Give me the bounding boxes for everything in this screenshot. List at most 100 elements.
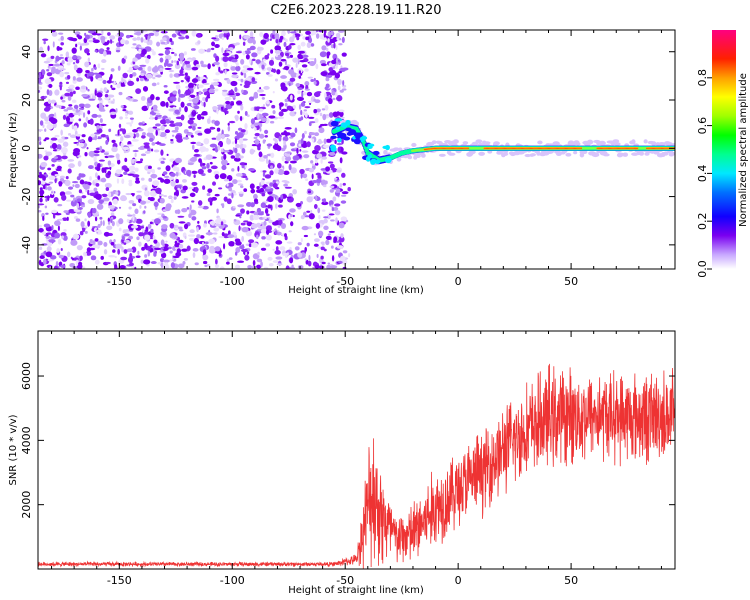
noise-dot [214, 88, 219, 92]
noise-dot [275, 38, 279, 44]
noise-dot [60, 54, 63, 57]
noise-dot [317, 207, 321, 214]
noise-dot [274, 32, 280, 40]
noise-dot [140, 95, 146, 102]
noise-dot [296, 36, 300, 41]
noise-dot [222, 52, 230, 57]
noise-dot [84, 151, 88, 157]
noise-dot [294, 246, 300, 251]
noise-dot [86, 146, 89, 150]
noise-dot [149, 221, 153, 225]
onset-blob [330, 144, 337, 150]
noise-dot [103, 231, 110, 237]
noise-dot [138, 232, 144, 237]
noise-dot [249, 214, 255, 221]
noise-dot [103, 152, 109, 156]
noise-dot [296, 96, 305, 101]
noise-dot [136, 190, 142, 193]
noise-dot [341, 194, 347, 197]
noise-dot [175, 184, 182, 188]
noise-dot [102, 50, 107, 57]
noise-dot [254, 116, 257, 120]
noise-dot [163, 90, 169, 94]
noise-dot [225, 100, 231, 105]
noise-dot [71, 257, 74, 261]
noise-dot [81, 195, 87, 199]
noise-dot [214, 43, 220, 49]
noise-dot [55, 261, 59, 267]
noise-dot [332, 207, 339, 211]
noise-dot [341, 172, 346, 178]
noise-dot [158, 53, 164, 56]
noise-dot [289, 111, 296, 117]
noise-dot [82, 227, 86, 233]
noise-dot [158, 143, 166, 147]
noise-dot [155, 187, 162, 194]
noise-dot [203, 223, 207, 228]
noise-dot [216, 104, 224, 107]
noise-dot [76, 245, 83, 251]
noise-dot [231, 72, 238, 75]
noise-dot [39, 246, 43, 251]
noise-dot [316, 253, 319, 258]
noise-dot [329, 151, 336, 156]
noise-dot [261, 96, 265, 100]
noise-dot [234, 131, 239, 135]
noise-dot [214, 173, 220, 180]
noise-dot [176, 167, 180, 173]
noise-dot [297, 242, 302, 246]
noise-dot [291, 264, 294, 268]
noise-dot [335, 188, 341, 192]
noise-dot [65, 191, 72, 195]
noise-dot [66, 251, 71, 258]
noise-dot [65, 81, 70, 84]
noise-dot [201, 166, 207, 170]
noise-dot [209, 143, 217, 148]
noise-dot [280, 75, 288, 79]
noise-dot [307, 100, 313, 104]
noise-dot [138, 48, 142, 53]
noise-dot [108, 255, 116, 258]
noise-dot [173, 196, 177, 200]
noise-dot [299, 168, 305, 175]
noise-dot [184, 72, 188, 76]
noise-dot [318, 230, 324, 237]
noise-dot [141, 134, 146, 139]
noise-dot [260, 39, 267, 45]
snr-y-axis-label: SNR (10 * v/v) [8, 414, 19, 485]
noise-dot [171, 33, 177, 38]
noise-dot [178, 243, 184, 249]
noise-dot [93, 187, 98, 192]
colorbar-gradient [712, 30, 736, 269]
noise-dot [244, 162, 248, 166]
noise-dot [149, 197, 155, 202]
noise-dot [309, 57, 317, 60]
noise-dot [338, 109, 345, 113]
noise-dot [250, 118, 256, 125]
noise-dot [289, 208, 296, 213]
noise-dot [226, 183, 229, 187]
noise-dot [233, 157, 241, 162]
noise-dot [325, 114, 330, 117]
noise-dot [75, 86, 80, 91]
noise-dot [179, 69, 184, 75]
noise-dot [339, 255, 346, 262]
noise-dot [204, 241, 209, 245]
noise-dot [103, 249, 108, 255]
noise-dot [84, 218, 87, 222]
noise-dot [272, 260, 280, 264]
noise-dot [184, 105, 188, 113]
noise-dot [147, 223, 152, 230]
noise-dot [188, 125, 193, 129]
noise-dot [297, 87, 303, 91]
noise-dot [239, 34, 242, 40]
noise-dot [299, 59, 306, 63]
noise-dot [228, 120, 236, 124]
noise-dot [175, 116, 183, 120]
noise-dot [205, 232, 213, 236]
noise-dot [207, 188, 213, 193]
noise-dot [292, 57, 299, 63]
noise-dot [46, 246, 52, 252]
noise-dot [174, 53, 177, 57]
noise-dot [198, 158, 202, 163]
